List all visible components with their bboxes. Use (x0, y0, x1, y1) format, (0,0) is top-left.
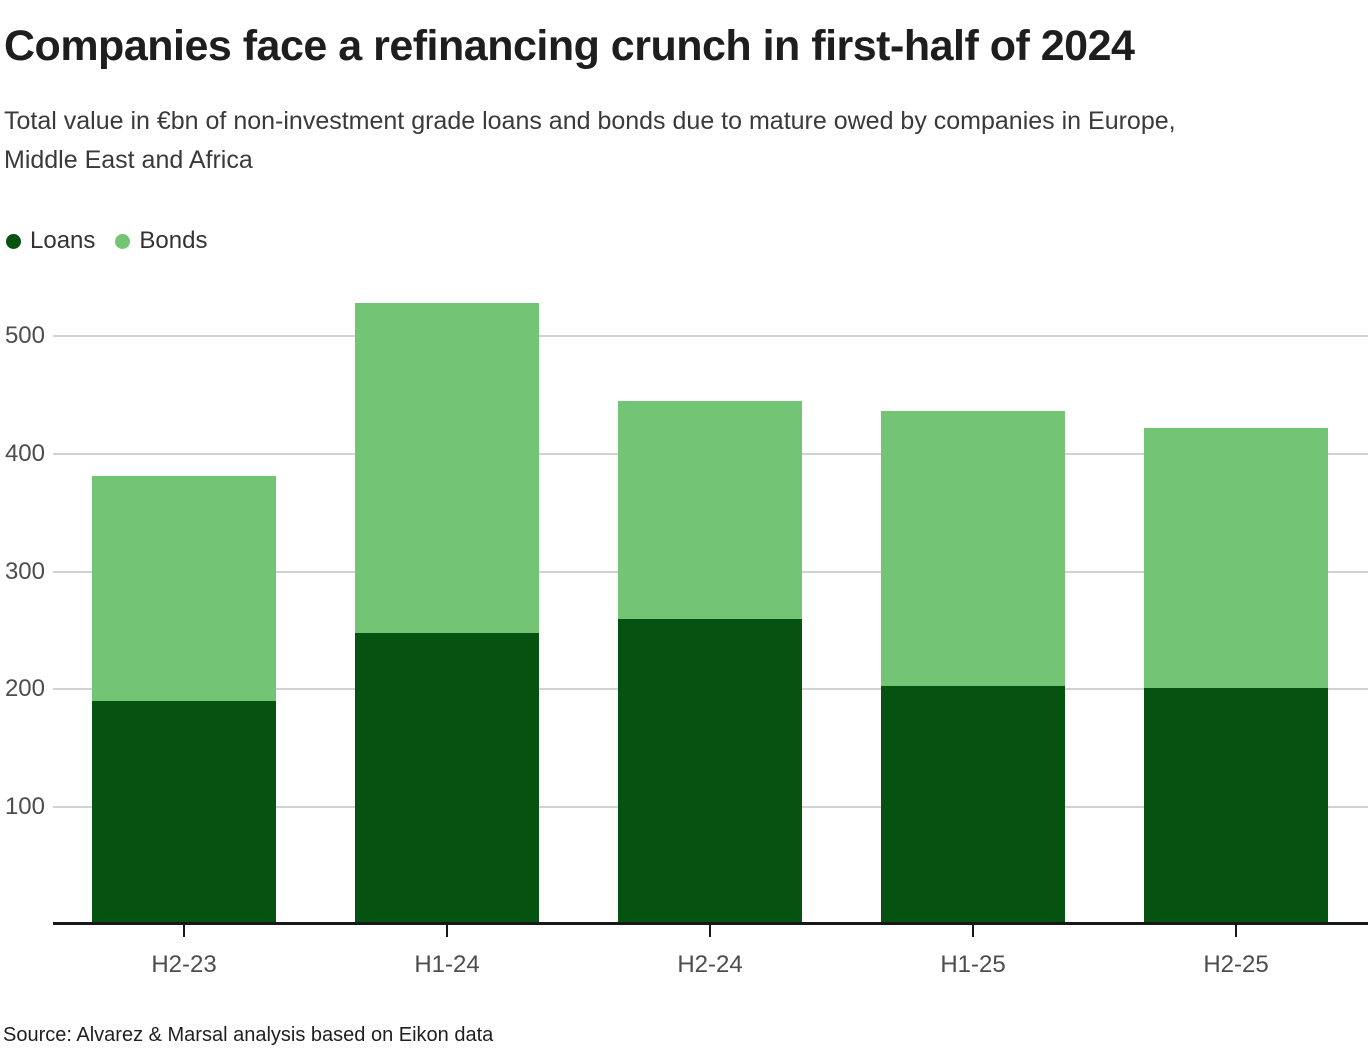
legend-label: Bonds (139, 227, 208, 254)
y-axis-label: 300 (4, 557, 45, 585)
bar-segment-bonds-h2-23 (92, 476, 276, 702)
legend-item-bonds: Bonds (115, 227, 207, 255)
x-axis-line (53, 922, 1368, 925)
x-tick (972, 925, 974, 937)
y-axis-label: 200 (4, 675, 45, 703)
x-tick (1235, 925, 1237, 937)
source-note: Source: Alvarez & Marsal analysis based … (3, 1024, 494, 1046)
chart-subtitle: Total value in €bn of non-investment gra… (4, 102, 1176, 180)
x-axis-label: H1-24 (414, 951, 480, 978)
y-axis-label: 500 (4, 321, 45, 349)
bar-segment-bonds-h1-24 (355, 302, 539, 633)
bar-segment-loans-h2-24 (618, 618, 802, 925)
bar-segment-bonds-h1-25 (881, 411, 1065, 686)
y-axis-label: 100 (4, 793, 45, 821)
gridline-500 (53, 334, 1368, 337)
chart-subtitle-line-2: Middle East and Africa (4, 146, 253, 174)
x-tick (183, 925, 185, 937)
x-tick (709, 925, 711, 937)
legend-item-loans: Loans (6, 227, 95, 255)
chart-subtitle-line-1: Total value in €bn of non-investment gra… (4, 107, 1176, 135)
bar-segment-loans-h1-24 (355, 632, 539, 925)
bar-segment-loans-h2-23 (92, 701, 276, 925)
x-tick (446, 925, 448, 937)
x-axis-label: H2-23 (151, 951, 217, 978)
y-axis-label: 400 (4, 439, 45, 467)
chart-title: Companies face a refinancing crunch in f… (4, 22, 1135, 70)
legend: Loans Bonds (6, 227, 207, 255)
legend-dot-icon (6, 233, 21, 249)
x-axis-label: H1-25 (940, 951, 1006, 978)
legend-label: Loans (30, 227, 96, 254)
bar-segment-bonds-h2-24 (618, 400, 802, 619)
bar-segment-loans-h1-25 (881, 685, 1065, 925)
legend-dot-icon (115, 233, 131, 249)
bar-segment-loans-h2-25 (1144, 688, 1328, 925)
plot-area: 100 200 300 400 500 (0, 290, 1368, 925)
bar-segment-bonds-h2-25 (1144, 427, 1328, 689)
x-axis-label: H2-25 (1203, 951, 1269, 978)
x-axis-label: H2-24 (677, 951, 743, 978)
